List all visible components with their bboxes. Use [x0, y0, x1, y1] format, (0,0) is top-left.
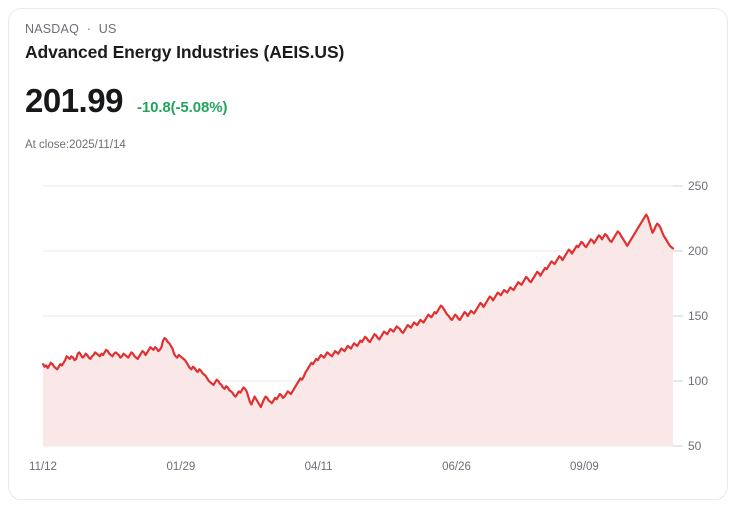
close-timestamp: At close:2025/11/14 [25, 139, 126, 151]
x-axis-tick-label: 09/09 [570, 461, 599, 473]
price-chart[interactable]: 250 200 150 100 50 11/12 01/29 04/11 06/26 09/09 [9, 159, 727, 479]
price-row: 201.99 -10.8(-5.08%) [25, 81, 227, 121]
exchange-name: NASDAQ [25, 22, 79, 36]
y-axis-tick-label: 100 [688, 374, 708, 388]
y-axis-tick-label: 250 [688, 179, 708, 193]
price-chart-svg: 250 200 150 100 50 11/12 01/29 04/11 06/26 09/09 [29, 179, 708, 473]
axis-tick-marks [673, 185, 683, 447]
y-axis-tick-label: 150 [688, 309, 708, 323]
x-axis-tick-label: 01/29 [166, 461, 195, 473]
x-axis-labels: 11/12 01/29 04/11 06/26 09/09 [29, 461, 599, 473]
x-axis-tick-label: 11/12 [29, 461, 57, 473]
y-axis-labels: 250 200 150 100 50 [688, 179, 708, 453]
price-area-fill [43, 214, 673, 446]
price-change: -10.8(-5.08%) [136, 99, 228, 116]
price-value: 201.99 [25, 82, 123, 119]
price-line [41, 213, 675, 409]
exchange-line: NASDAQ · US [25, 21, 711, 37]
x-axis-tick-label: 06/26 [442, 461, 471, 473]
y-axis-tick-label: 50 [688, 439, 702, 453]
x-axis-tick-label: 04/11 [305, 461, 333, 473]
exchange-region: US [98, 22, 117, 36]
stock-quote-card: NASDAQ · US Advanced Energy Industries (… [8, 8, 728, 500]
page-title: Advanced Energy Industries (AEIS.US) [25, 42, 345, 62]
quote-header: NASDAQ · US Advanced Energy Industries (… [25, 21, 711, 64]
exchange-separator: · [86, 22, 92, 36]
y-axis-tick-label: 200 [688, 244, 708, 258]
